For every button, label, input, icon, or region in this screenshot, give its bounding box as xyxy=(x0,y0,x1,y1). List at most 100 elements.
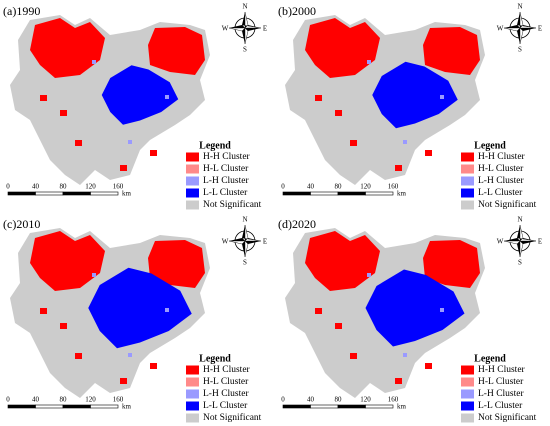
compass-n: N xyxy=(517,216,522,224)
hh-region xyxy=(30,231,105,291)
scale-segment xyxy=(282,191,311,196)
legend-title: Legend xyxy=(199,140,231,151)
compass-s: S xyxy=(518,46,522,54)
legend-swatch xyxy=(461,200,474,210)
scale-segment xyxy=(282,404,311,409)
hh-patch xyxy=(40,308,47,314)
ll-region xyxy=(101,65,179,125)
scale-label: 160 xyxy=(113,396,124,404)
scale-segment xyxy=(62,404,91,409)
lh-patch xyxy=(165,95,169,99)
hh-patch xyxy=(395,378,402,384)
scale-label: 0 xyxy=(6,396,10,404)
legend-swatch xyxy=(461,164,474,174)
hh-region xyxy=(423,240,480,288)
hh-region xyxy=(423,27,480,75)
hh-region xyxy=(148,240,205,288)
compass-s: S xyxy=(243,259,247,267)
legend-swatch xyxy=(186,200,199,210)
scale-label: 80 xyxy=(60,183,68,191)
legend-label: H-H Cluster xyxy=(203,152,251,162)
scale-label: 0 xyxy=(6,183,10,191)
scale-label: 160 xyxy=(113,183,124,191)
hh-patch xyxy=(150,150,157,156)
compass-e: E xyxy=(263,238,267,246)
scale-label: 40 xyxy=(307,183,315,191)
panel-label: (a)1990 xyxy=(3,4,40,18)
legend-swatch xyxy=(461,401,474,411)
panel-label: (c)2010 xyxy=(3,217,40,231)
legend-swatch xyxy=(461,152,474,162)
scale-label: 160 xyxy=(388,183,399,191)
legend-swatch xyxy=(461,188,474,198)
scale-label: 120 xyxy=(85,183,96,191)
scale-unit: km xyxy=(397,190,407,198)
compass-star-inner xyxy=(228,11,262,45)
compass-n: N xyxy=(517,3,522,11)
hh-patch xyxy=(350,353,357,359)
compass-star-inner xyxy=(503,11,537,45)
legend-swatch xyxy=(186,389,199,399)
hh-patch xyxy=(425,150,432,156)
scale-label: 0 xyxy=(281,183,285,191)
lh-patch xyxy=(128,140,132,144)
legend-title: Legend xyxy=(199,353,231,364)
hh-patch xyxy=(75,140,82,146)
legend-swatch xyxy=(186,188,199,198)
lh-patch xyxy=(92,60,96,64)
compass-w: W xyxy=(222,238,229,246)
legend-swatch xyxy=(461,176,474,186)
hh-patch xyxy=(315,308,322,314)
compass-w: W xyxy=(222,25,229,33)
legend-label: H-H Cluster xyxy=(478,152,526,162)
lh-patch xyxy=(128,353,132,357)
legend-label: Not Significant xyxy=(478,199,537,210)
hh-patch xyxy=(335,110,342,116)
scale-unit: km xyxy=(122,190,132,198)
legend-label: Not Significant xyxy=(203,412,262,423)
scale-label: 160 xyxy=(388,396,399,404)
compass-s: S xyxy=(243,46,247,54)
hh-patch xyxy=(75,353,82,359)
hh-patch xyxy=(315,95,322,101)
hh-patch xyxy=(60,323,67,329)
scale-unit: km xyxy=(397,403,407,411)
legend-swatch xyxy=(186,152,199,162)
scale-label: 80 xyxy=(60,396,68,404)
legend-label: H-H Cluster xyxy=(203,365,251,375)
compass-w: W xyxy=(497,238,504,246)
lh-patch xyxy=(367,60,371,64)
legend-swatch xyxy=(186,401,199,411)
compass-s: S xyxy=(518,259,522,267)
compass-n: N xyxy=(242,3,247,11)
scale-label: 120 xyxy=(360,183,371,191)
hh-patch xyxy=(395,165,402,171)
legend-label: H-L Cluster xyxy=(478,377,524,387)
legend-label: L-H Cluster xyxy=(203,389,249,399)
scale-label: 40 xyxy=(32,183,40,191)
panel-label: (b)2000 xyxy=(278,4,316,18)
hh-region xyxy=(305,231,380,291)
hh-region xyxy=(305,18,380,78)
legend-label: L-L Cluster xyxy=(203,401,248,411)
legend-swatch xyxy=(461,365,474,375)
legend-swatch xyxy=(461,413,474,423)
legend-label: L-H Cluster xyxy=(478,176,524,186)
ll-region xyxy=(365,269,465,347)
scale-label: 80 xyxy=(335,183,343,191)
legend-label: H-L Cluster xyxy=(478,164,524,174)
scale-label: 40 xyxy=(307,396,315,404)
legend-label: L-L Cluster xyxy=(478,188,523,198)
scale-segment xyxy=(337,404,366,409)
scale-segment xyxy=(310,191,339,196)
legend-swatch xyxy=(461,389,474,399)
compass-w: W xyxy=(497,25,504,33)
legend-swatch xyxy=(186,377,199,387)
legend-label: H-L Cluster xyxy=(203,164,249,174)
legend-label: L-H Cluster xyxy=(203,176,249,186)
scale-label: 120 xyxy=(85,396,96,404)
